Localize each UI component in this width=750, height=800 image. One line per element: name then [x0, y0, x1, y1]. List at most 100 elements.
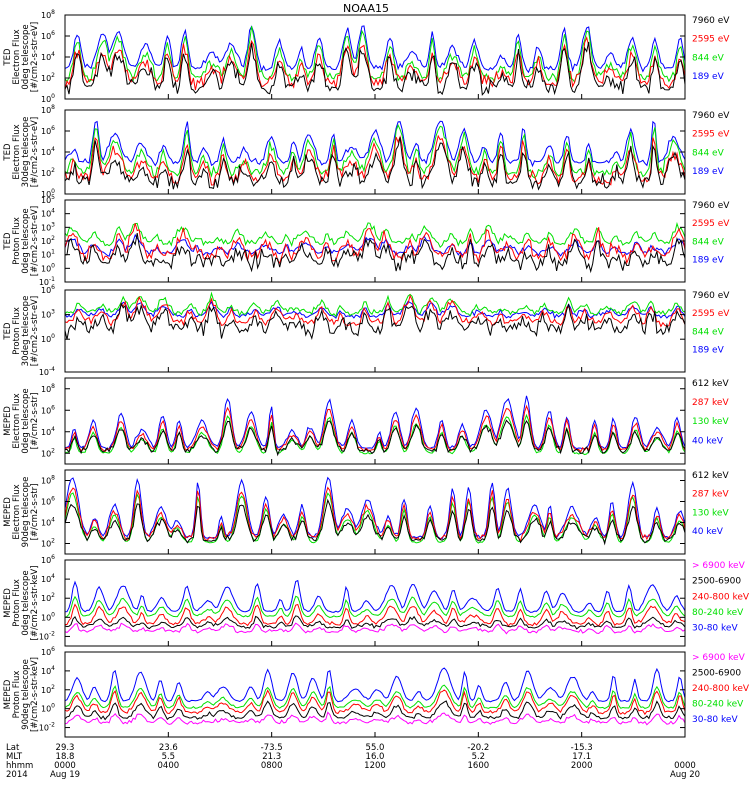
x-tick-label: -73.5 — [261, 743, 283, 753]
legend-entry: 130 keV — [692, 417, 729, 427]
legend-entry: 2500-6900 — [692, 577, 741, 587]
x-tick-label: 21.3 — [262, 752, 281, 762]
y-tick-label: 104 — [41, 51, 55, 62]
y-tick-label: 100 — [41, 703, 55, 714]
y-tick-label: 101 — [41, 249, 55, 260]
x-tick-label: 5.5 — [162, 752, 176, 762]
x-tick-label: 2000 — [571, 761, 593, 771]
series-line — [64, 134, 686, 186]
y-tick-label: 100 — [41, 262, 55, 273]
y-tick-label: 10-2 — [39, 722, 55, 733]
x-tick-label: Aug 20 — [670, 770, 700, 780]
series-line — [64, 233, 686, 274]
y-tick-label: 105 — [41, 194, 55, 205]
x-tick-label: 18.8 — [56, 752, 75, 762]
y-tick-label: 106 — [41, 646, 55, 657]
y-tick-label: 102 — [41, 167, 55, 178]
legend-entry: 7960 eV — [692, 291, 730, 301]
series-line — [64, 294, 686, 328]
y-tick-label: 10-4 — [39, 366, 55, 377]
legend-entry: 30-80 keV — [692, 624, 738, 634]
x-tick-label: 29.3 — [56, 743, 75, 753]
series-line — [64, 395, 686, 451]
y-axis-label-line: 30deg telescope — [21, 296, 31, 367]
series-line — [64, 35, 686, 91]
legend-entry: 287 keV — [692, 398, 729, 408]
legend-entry: 240-800 keV — [692, 684, 750, 694]
series-line — [64, 689, 686, 716]
y-axis-label-line: 0deg telescope — [21, 388, 31, 453]
series-line — [64, 26, 686, 84]
y-axis-label-line: TED — [3, 48, 13, 67]
x-tick-label: 0000 — [674, 761, 696, 771]
legend-entry: 2595 eV — [692, 219, 730, 229]
y-axis-label-line: [#/cm2-s-str] — [30, 393, 40, 450]
y-axis-label-line: 0deg telescope — [21, 208, 31, 273]
y-tick-label: 108 — [41, 9, 55, 20]
y-axis-label-line: [#/cm2-s-str-eV] — [30, 296, 40, 366]
series-line — [64, 711, 686, 726]
y-tick-label: 10-2 — [39, 630, 55, 641]
series-line — [64, 25, 686, 74]
y-axis-label-line: [#/cm2-s-str-eV] — [30, 117, 40, 187]
legend-entry: 189 eV — [692, 256, 725, 266]
legend-entry: 80-240 keV — [692, 699, 744, 709]
legend-entry: > 6900 keV — [692, 653, 746, 663]
y-tick-label: 103 — [41, 309, 55, 320]
legend-entry: 80-240 keV — [692, 608, 744, 618]
series-line — [65, 603, 686, 627]
series-line — [64, 419, 686, 457]
x-tick-label: 5.2 — [472, 752, 486, 762]
series-line — [64, 700, 686, 721]
y-tick-label: 10-1 — [39, 276, 55, 287]
legend-entry: 7960 eV — [692, 201, 730, 211]
x-row-label: MLT — [6, 752, 23, 762]
y-axis-label-line: 30deg telescope — [21, 117, 31, 188]
legend-entry: 612 keV — [692, 471, 729, 481]
series-line — [64, 492, 686, 544]
y-tick-label: 104 — [41, 208, 55, 219]
y-tick-label: 108 — [41, 383, 55, 394]
y-axis-label: MEPED Electron Flux 90deg telescope [#/cm2-… — [3, 477, 40, 548]
y-tick-label: 102 — [41, 538, 55, 549]
legend-entry: 40 keV — [692, 527, 724, 537]
series-line — [64, 291, 686, 318]
y-axis-label: TED Electron Flux 0deg telescope [#/cm2-s-s… — [3, 22, 40, 92]
x-tick-label: 23.6 — [159, 743, 178, 753]
y-tick-label: 104 — [41, 146, 55, 157]
y-axis-label-line: [#/cm2-s-str] — [30, 484, 40, 541]
y-axis-label-line: TED — [3, 232, 13, 251]
legend-entry: 189 eV — [692, 346, 725, 356]
legend-entry: 2595 eV — [692, 35, 730, 45]
legend-entry: 2595 eV — [692, 309, 730, 319]
y-axis-label-line: 0deg telescope — [21, 570, 31, 635]
y-axis-label-line: Proton Flux — [12, 579, 22, 627]
y-axis-label: MEPED Electron Flux 0deg telescope [#/cm2-s… — [3, 388, 40, 453]
x-tick-label: 16.0 — [366, 752, 385, 762]
y-axis-label: MEPED Proton Flux 90deg telescope [#/cm2-s-… — [3, 657, 40, 732]
y-axis-label-line: [#/cm2-s-str-eV] — [30, 206, 40, 276]
y-tick-label: 102 — [41, 72, 55, 83]
x-row-label: 2014 — [6, 770, 28, 780]
x-tick-label: 0800 — [261, 761, 283, 771]
y-axis-label-line: Electron Flux — [12, 393, 22, 448]
x-tick-label: 1600 — [468, 761, 490, 771]
panel-frame — [64, 289, 686, 373]
y-tick-label: 108 — [41, 475, 55, 486]
x-tick-label: 17.1 — [572, 752, 591, 762]
y-axis-label-line: Electron Flux — [12, 29, 22, 84]
x-tick-label: 0000 — [54, 761, 76, 771]
series-line — [64, 41, 686, 96]
y-axis-label-line: 90deg telescope — [21, 659, 31, 730]
x-row-label: Lat — [6, 743, 20, 753]
y-tick-label: 100 — [41, 333, 55, 344]
y-tick-label: 100 — [41, 188, 55, 199]
x-row-label: hhmm — [6, 761, 33, 771]
series-line — [64, 498, 686, 546]
y-axis-label-line: MEPED — [3, 497, 13, 527]
legend-entry: 844 eV — [692, 148, 725, 158]
